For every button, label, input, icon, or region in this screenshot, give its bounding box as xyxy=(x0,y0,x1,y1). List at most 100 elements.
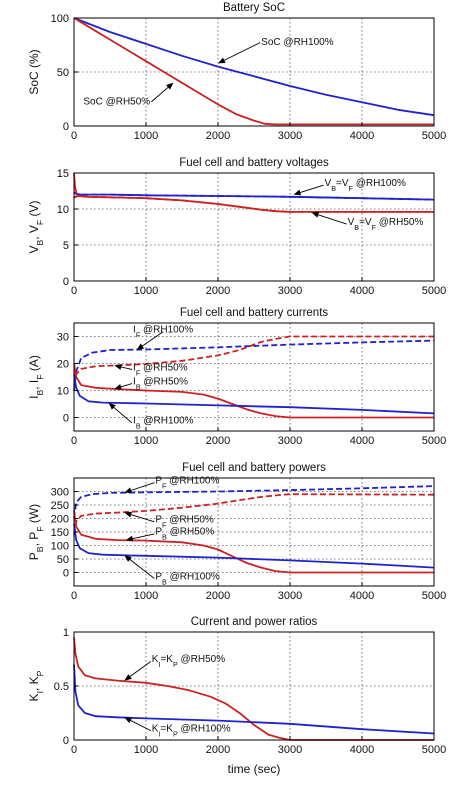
series-line-4 xyxy=(73,374,435,415)
x-tick-label: 2000 xyxy=(206,130,230,142)
series-line-1 xyxy=(73,17,435,117)
annotation-arrow xyxy=(129,482,155,492)
series-line-2 xyxy=(73,493,435,535)
annotation-label: IF @RH100% xyxy=(133,324,193,339)
x-tick-label: 5000 xyxy=(422,435,446,447)
y-axis-label: IB, IF (A) xyxy=(27,355,45,399)
arrow-head-icon xyxy=(114,364,122,370)
y-tick-label: 100 xyxy=(51,541,69,553)
y-tick-label: 100 xyxy=(51,13,69,25)
arrow-head-icon xyxy=(124,674,132,681)
arrow-head-icon xyxy=(124,717,133,724)
chart-panel-5: 0 1000 2000 3000 4000 5000 0 0.5 1 Current and po… xyxy=(27,616,446,776)
x-tick-label: 0 xyxy=(71,590,77,602)
y-tick-label: 0 xyxy=(63,276,69,288)
y-tick-label: 5 xyxy=(63,240,69,252)
plot-area xyxy=(73,322,435,432)
series-line-3 xyxy=(73,363,434,419)
x-tick-label: 2000 xyxy=(206,744,230,756)
y-axis-label: SoC (%) xyxy=(27,49,41,94)
x-tick-label: 3000 xyxy=(278,285,302,297)
x-tick-label: 3000 xyxy=(278,744,302,756)
annotation-label: IB @RH100% xyxy=(133,416,194,431)
y-tick-label: 0 xyxy=(63,413,69,425)
annotation-arrow xyxy=(130,533,155,540)
series-line-1 xyxy=(73,637,434,741)
series-line-2 xyxy=(73,664,435,735)
y-tick-label: 0 xyxy=(63,568,69,580)
y-axis-label: VB, VF (V) xyxy=(27,200,45,253)
plot-area xyxy=(73,172,435,282)
x-tick-label: 2000 xyxy=(206,590,230,602)
x-tick-label: 3000 xyxy=(278,435,302,447)
arrow-head-icon xyxy=(124,555,132,562)
series-line-4 xyxy=(73,523,435,569)
x-tick-label: 0 xyxy=(71,285,77,297)
arrow-head-icon xyxy=(124,487,132,494)
arrow-head-icon xyxy=(166,82,174,90)
arrow-head-icon xyxy=(108,402,116,410)
chart-panel-2: 0 1000 2000 3000 4000 5000 0 5 10 15 Fuel cell and… xyxy=(27,157,446,297)
series-line-4 xyxy=(73,195,434,213)
arrow-head-icon xyxy=(114,383,122,390)
arrow-head-icon xyxy=(136,343,145,350)
y-tick-label: 250 xyxy=(51,500,69,512)
annotation-label: VB=VF @RH50% xyxy=(348,217,424,232)
y-axis-label: KI, KP xyxy=(27,670,45,701)
annotation-label: KI=KP @RH50% xyxy=(152,654,225,669)
chart-panel-1: 0 1000 2000 3000 4000 5000 0 50 100 Battery SoC So… xyxy=(27,2,446,142)
annotation-arrow xyxy=(316,213,347,225)
x-tick-label: 4000 xyxy=(350,285,374,297)
x-tick-label: 1000 xyxy=(134,285,158,297)
annotation-label: PB @RH50% xyxy=(155,527,214,542)
x-tick-label: 4000 xyxy=(350,590,374,602)
x-tick-label: 4000 xyxy=(350,130,374,142)
annotation-arrow xyxy=(128,661,152,679)
annotation-label: PF @RH50% xyxy=(155,515,214,530)
annotation-label: IB @RH50% xyxy=(133,376,188,391)
arrow-head-icon xyxy=(293,189,302,196)
annotation-label: SoC @RH50% xyxy=(83,96,150,107)
x-tick-label: 4000 xyxy=(350,744,374,756)
x-tick-label: 1000 xyxy=(134,130,158,142)
annotation-arrow xyxy=(112,405,133,424)
annotation-label: SoC @RH100% xyxy=(261,37,334,48)
chart-panel-3: 0 1000 2000 3000 4000 5000 0 10 20 30 Fuel cell an… xyxy=(27,307,446,447)
y-tick-label: 300 xyxy=(51,487,69,499)
x-tick-label: 0 xyxy=(71,435,77,447)
series-line-1 xyxy=(73,339,435,391)
chart-title: Fuel cell and battery currents xyxy=(180,307,329,319)
arrow-head-icon xyxy=(124,511,132,518)
series-line-2 xyxy=(73,335,434,386)
x-tick-label: 5000 xyxy=(422,744,446,756)
x-tick-label: 4000 xyxy=(350,435,374,447)
y-tick-label: 0 xyxy=(63,735,69,747)
y-tick-label: 50 xyxy=(57,554,69,566)
annotation-arrow xyxy=(119,366,133,370)
y-tick-label: 15 xyxy=(57,168,69,180)
x-tick-label: 3000 xyxy=(278,590,302,602)
x-tick-label: 1000 xyxy=(134,744,158,756)
y-tick-label: 10 xyxy=(57,386,69,398)
y-tick-label: 0 xyxy=(63,121,69,133)
arrow-head-icon xyxy=(311,211,320,218)
chart-title: Fuel cell and battery powers xyxy=(182,462,326,474)
chart-title: Fuel cell and battery voltages xyxy=(179,157,329,169)
annotation-label: PF @RH100% xyxy=(155,475,219,490)
y-tick-label: 1 xyxy=(63,627,69,639)
annotation-arrow xyxy=(129,513,155,523)
x-tick-label: 5000 xyxy=(422,590,446,602)
series-line-2 xyxy=(73,17,434,126)
series-line-3 xyxy=(73,510,434,574)
y-tick-label: 50 xyxy=(57,67,69,79)
y-tick-label: 10 xyxy=(57,204,69,216)
annotation-arrow xyxy=(298,184,324,194)
x-tick-label: 3000 xyxy=(278,130,302,142)
x-tick-label: 1000 xyxy=(134,590,158,602)
annotation-arrow xyxy=(222,42,261,62)
x-tick-label: 2000 xyxy=(206,285,230,297)
annotation-label: VB=VF @RH100% xyxy=(325,178,406,193)
annotation-label: PB @RH100% xyxy=(155,571,220,586)
